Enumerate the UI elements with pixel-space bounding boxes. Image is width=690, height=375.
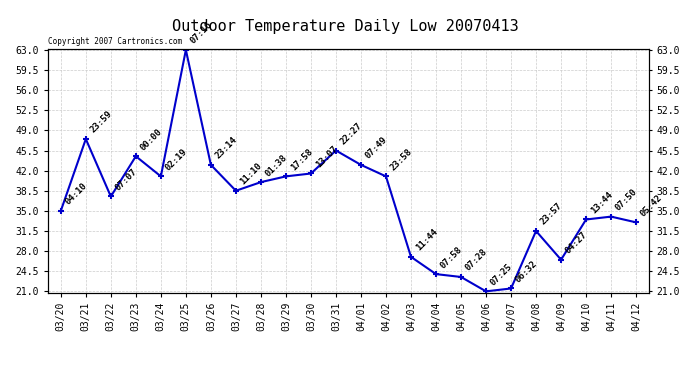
Text: 23:59: 23:59 bbox=[88, 110, 114, 135]
Text: 04:27: 04:27 bbox=[564, 230, 589, 256]
Text: 06:32: 06:32 bbox=[514, 259, 539, 284]
Text: 05:42: 05:42 bbox=[639, 193, 664, 218]
Text: Copyright 2007 Cartronics.com: Copyright 2007 Cartronics.com bbox=[48, 38, 182, 46]
Text: 07:25: 07:25 bbox=[489, 262, 514, 287]
Text: 22:27: 22:27 bbox=[339, 121, 364, 146]
Text: 07:58: 07:58 bbox=[439, 244, 464, 270]
Text: 13:44: 13:44 bbox=[589, 190, 614, 215]
Text: 13:07: 13:07 bbox=[314, 144, 339, 170]
Text: 00:00: 00:00 bbox=[139, 127, 164, 152]
Text: 02:19: 02:19 bbox=[164, 147, 189, 172]
Text: 23:57: 23:57 bbox=[539, 201, 564, 227]
Text: 17:58: 17:58 bbox=[288, 147, 314, 172]
Text: 07:50: 07:50 bbox=[614, 187, 639, 213]
Text: 23:14: 23:14 bbox=[214, 135, 239, 161]
Text: 07:07: 07:07 bbox=[114, 167, 139, 192]
Text: 07:49: 07:49 bbox=[364, 135, 389, 161]
Text: 07:16: 07:16 bbox=[188, 20, 214, 46]
Text: 23:58: 23:58 bbox=[388, 147, 414, 172]
Text: Outdoor Temperature Daily Low 20070413: Outdoor Temperature Daily Low 20070413 bbox=[172, 19, 518, 34]
Text: 04:10: 04:10 bbox=[63, 182, 89, 207]
Text: 11:10: 11:10 bbox=[239, 161, 264, 187]
Text: 11:44: 11:44 bbox=[414, 227, 439, 253]
Text: 07:28: 07:28 bbox=[464, 248, 489, 273]
Text: 01:38: 01:38 bbox=[264, 153, 289, 178]
